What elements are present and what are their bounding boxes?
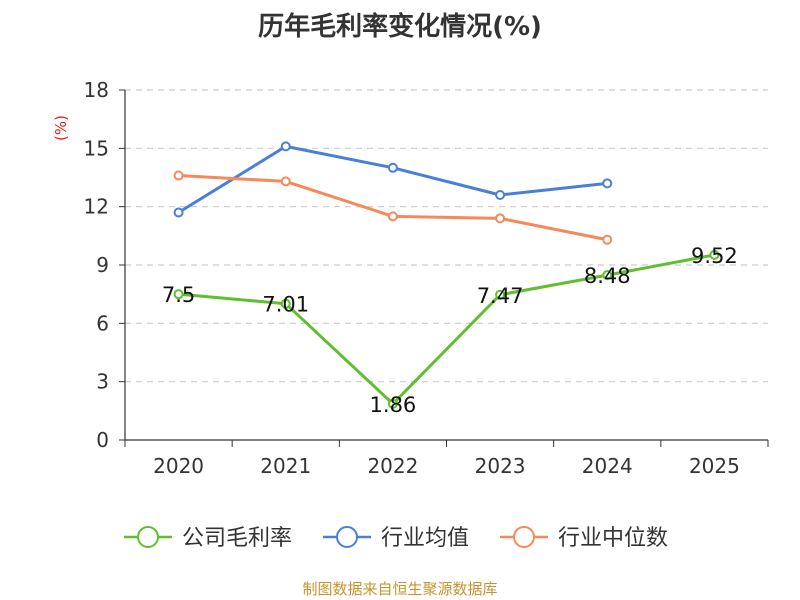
x-tick-label: 2021 xyxy=(260,454,311,478)
data-label: 7.01 xyxy=(262,293,309,317)
data-point[interactable] xyxy=(387,211,398,222)
data-point[interactable] xyxy=(173,289,184,300)
y-tick-label: 6 xyxy=(96,311,109,335)
data-point[interactable] xyxy=(495,289,506,300)
data-point[interactable] xyxy=(173,170,184,181)
data-labels: 7.5 7.01 1.86 7.47 8.48 9.52 xyxy=(162,244,738,417)
data-point[interactable] xyxy=(709,249,720,260)
series-lines xyxy=(173,141,720,409)
series-2 xyxy=(173,141,613,218)
data-point[interactable] xyxy=(602,270,613,281)
data-label: 1.86 xyxy=(370,393,417,417)
data-point[interactable] xyxy=(280,176,291,187)
x-tick-label: 2023 xyxy=(475,454,526,478)
data-point[interactable] xyxy=(280,141,291,152)
legend-label: 行业中位数 xyxy=(558,526,668,551)
legend-item[interactable]: 公司毛利率 xyxy=(124,526,292,551)
y-axis-label: (%) xyxy=(52,115,70,141)
data-label: 8.48 xyxy=(584,264,631,288)
y-tick-label: 0 xyxy=(96,428,109,452)
x-tick-label: 2024 xyxy=(582,454,633,478)
y-tick-label: 12 xyxy=(84,195,109,219)
y-tick-label: 15 xyxy=(84,136,109,160)
data-point[interactable] xyxy=(280,298,291,309)
data-point[interactable] xyxy=(495,190,506,200)
y-tick-label: 9 xyxy=(96,253,109,277)
data-label: 7.47 xyxy=(477,284,524,308)
y-tick-label: 18 xyxy=(84,78,109,102)
data-label: 9.52 xyxy=(691,244,738,268)
legend[interactable]: 公司毛利率 行业均值 行业中位数 xyxy=(124,526,668,551)
data-point[interactable] xyxy=(602,234,613,245)
legend-label: 公司毛利率 xyxy=(182,526,292,551)
series-line xyxy=(178,174,608,242)
data-label: 7.5 xyxy=(162,283,195,307)
chart-title: 历年毛利率变化情况(%) xyxy=(258,12,542,42)
series-line xyxy=(178,253,715,406)
legend-item[interactable]: 行业均值 xyxy=(323,526,469,551)
data-point[interactable] xyxy=(387,162,398,173)
grid-lines xyxy=(125,89,768,383)
data-point[interactable] xyxy=(495,213,506,224)
series-1 xyxy=(173,249,720,409)
axes: 0 3 6 9 12 15 18 2020 2021 2022 2023 2024 2025 xyxy=(84,78,769,478)
data-point[interactable] xyxy=(602,178,613,189)
data-point[interactable] xyxy=(173,207,184,218)
series-3 xyxy=(173,170,613,245)
x-tick-label: 2025 xyxy=(689,454,740,478)
legend-marker xyxy=(137,526,159,548)
x-tick-label: 2020 xyxy=(153,454,204,478)
legend-label: 行业均值 xyxy=(381,526,469,551)
data-point[interactable] xyxy=(387,398,398,409)
legend-marker xyxy=(513,526,535,548)
source-note: 制图数据来自恒生聚源数据库 xyxy=(302,580,498,598)
x-tick-label: 2022 xyxy=(367,454,418,478)
legend-item[interactable]: 行业中位数 xyxy=(500,526,668,551)
y-tick-label: 3 xyxy=(96,370,109,394)
legend-marker xyxy=(336,526,358,548)
